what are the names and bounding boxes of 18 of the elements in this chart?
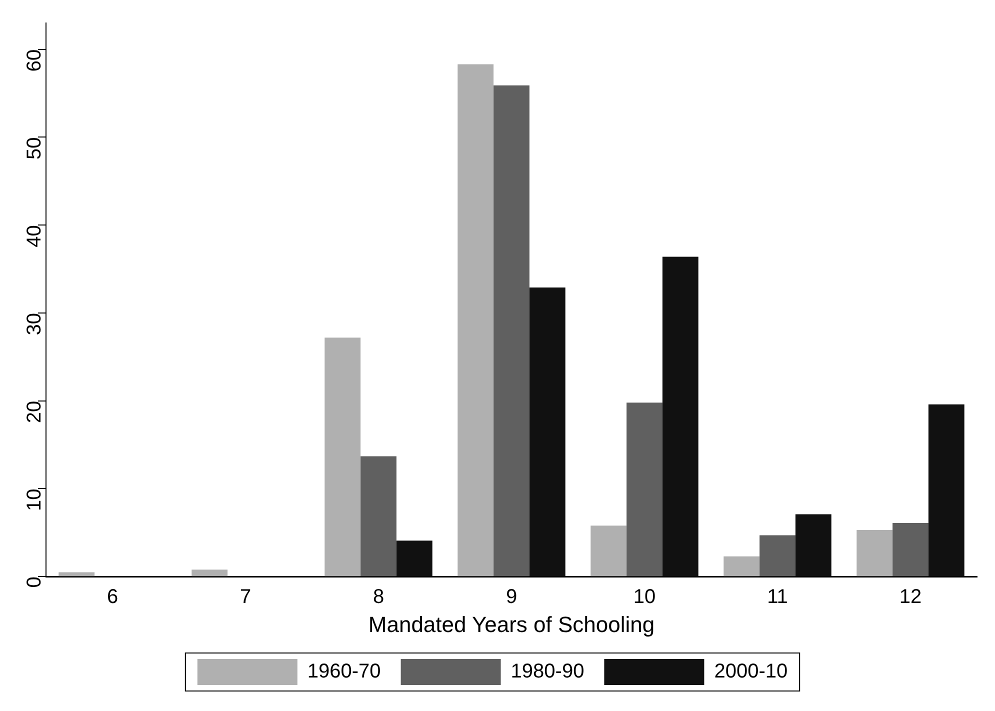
y-tick-label: 40: [24, 225, 46, 248]
y-tick-label: 30: [24, 312, 46, 336]
x-tick-label: 7: [240, 586, 252, 608]
legend-label: 1980-90: [510, 660, 584, 683]
x-tick-label: 12: [899, 586, 922, 608]
y-tick-label: 60: [24, 49, 46, 72]
x-tick-label: 6: [106, 586, 118, 608]
y-tick-label: 20: [24, 400, 46, 424]
legend-label: 2000-10: [714, 660, 788, 683]
x-axis-title: Mandated Years of Schooling: [368, 612, 655, 637]
x-tick-label: 8: [372, 586, 384, 608]
x-tick-label: 11: [767, 586, 788, 608]
x-tick-label: 9: [506, 586, 518, 608]
y-tick-label: 0: [24, 576, 46, 588]
legend-label: 1960-70: [307, 660, 381, 683]
y-tick-label: 10: [24, 488, 46, 511]
x-tick-label: 10: [633, 586, 656, 608]
y-tick-label: 50: [24, 137, 46, 160]
